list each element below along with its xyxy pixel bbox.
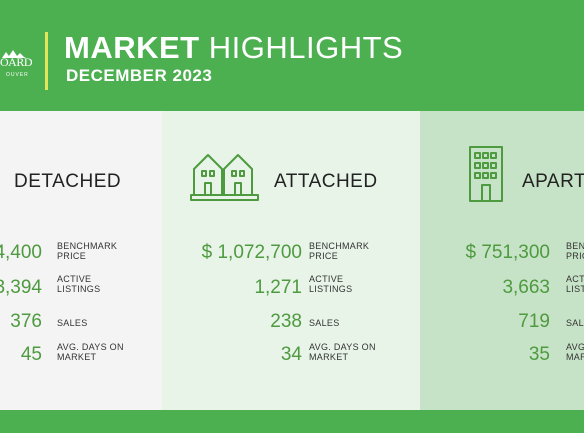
header-banner: OARD OUVER MARKET HIGHLIGHTS DECEMBER 20… <box>0 0 584 110</box>
stat-value: 376 <box>10 311 42 332</box>
stat-label: ACTIVE LISTINGS <box>57 274 101 294</box>
panel-title: ATTACHED <box>274 171 378 192</box>
stat-value: 3,663 <box>502 277 550 298</box>
stat-value: $ 751,300 <box>465 242 550 263</box>
stat-label: SALES <box>57 318 88 328</box>
stat-label: SALES <box>309 318 340 328</box>
stat-value: 238 <box>270 311 302 332</box>
stat-value: 45 <box>20 344 42 365</box>
stat-value: 4,400 <box>0 242 42 263</box>
stat-value: $ 1,072,700 <box>201 242 302 263</box>
stat-value: 3,394 <box>0 277 42 298</box>
stat-label: BENCHMARK PRICE <box>57 241 118 261</box>
panel-title: DETACHED <box>14 171 122 192</box>
stat-label: BENPRIC <box>566 241 584 261</box>
title-light: HIGHLIGHTS <box>199 30 404 65</box>
logo-subtext: OUVER <box>6 72 29 78</box>
stat-value: 1,271 <box>254 277 302 298</box>
stat-label: AVG. DAYS ON MARKET <box>309 342 376 362</box>
stat-label: SAL <box>566 318 584 328</box>
footer-band <box>0 410 584 433</box>
stat-label: BENCHMARK PRICE <box>309 241 370 261</box>
apartment-building-icon <box>469 146 503 202</box>
stat-value: 34 <box>280 344 302 365</box>
stat-label: ACT LIST <box>566 274 584 294</box>
logo-icon <box>2 50 26 58</box>
panel-attached: ATTACHED $ 1,072,700 BENCHMARK PRICE 1,27… <box>162 111 420 410</box>
page-subtitle: DECEMBER 2023 <box>66 66 213 85</box>
stat-label: AVG MAR <box>566 342 584 362</box>
logo-wordmark: OARD <box>0 55 33 69</box>
townhouse-icon <box>190 154 259 201</box>
stat-label: AVG. DAYS ON MARKET <box>57 342 124 362</box>
accent-divider <box>45 32 48 90</box>
page-title: MARKET HIGHLIGHTS <box>64 31 403 65</box>
panel-title: APARTM <box>522 171 584 192</box>
title-bold: MARKET <box>64 30 200 65</box>
stat-label: ACTIVE LISTINGS <box>309 274 353 294</box>
stat-value: 35 <box>528 344 550 365</box>
stat-value: 719 <box>518 311 550 332</box>
